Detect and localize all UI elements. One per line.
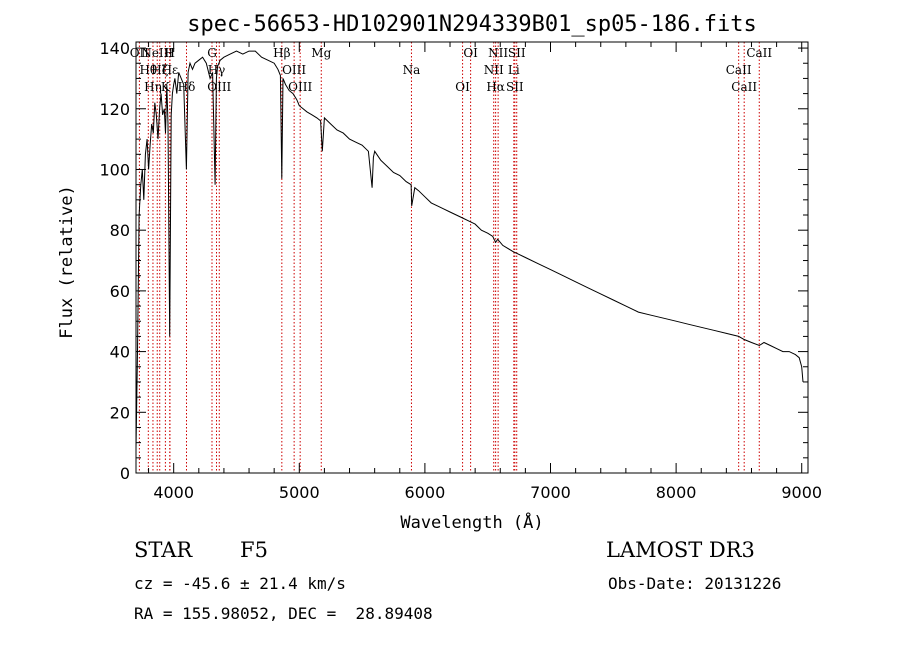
ra-dec-coordinates: RA = 155.98052, DEC = 28.89408 <box>134 604 433 623</box>
spectral-line-label: Hδ <box>178 80 196 94</box>
spectral-line-label: Mg <box>311 46 331 60</box>
spectral-line-label: H <box>165 46 175 60</box>
x-tick-label: 8000 <box>656 483 697 502</box>
y-tick-label: 60 <box>110 282 130 301</box>
spectral-line-label: Hβ <box>273 46 290 60</box>
spectral-line-label: Hη <box>144 80 162 94</box>
spectral-line-label: OIII <box>288 80 312 94</box>
spectral-line-label: Hα <box>486 80 505 94</box>
y-tick-label: 140 <box>99 39 130 58</box>
observation-date: Obs-Date: 20131226 <box>608 574 782 593</box>
y-tick-label: 120 <box>99 100 130 119</box>
y-tick-label: 0 <box>120 464 130 483</box>
chart-title: spec-56653-HD102901N294339B01_sp05-186.f… <box>187 12 757 37</box>
spectral-line-label: CaII <box>726 63 752 77</box>
x-tick-label: 5000 <box>279 483 320 502</box>
x-tick-label: 7000 <box>530 483 571 502</box>
x-tick-label: 6000 <box>405 483 446 502</box>
y-tick-label: 100 <box>99 160 130 179</box>
spectral-line-label: OIII <box>207 80 231 94</box>
spectral-line-label: NII <box>484 63 504 77</box>
y-axis-label: Flux (relative) <box>57 185 77 339</box>
y-tick-label: 40 <box>110 343 130 362</box>
axis-ticks: 4000 5000 6000 7000 8000 9000 0 20 40 60 80 100 120 1… <box>99 39 822 502</box>
spectral-line-label: G <box>207 46 217 60</box>
spectral-line-label: OI <box>463 46 478 60</box>
spectral-line-label: SII <box>508 46 526 60</box>
flux-series-line <box>135 50 804 449</box>
spectral-line-label: OIII <box>282 63 306 77</box>
spectral-line-label: NeIII <box>141 46 173 60</box>
x-tick-label: 9000 <box>781 483 822 502</box>
spectral-line-label: CaII <box>731 80 757 94</box>
spectrum-chart: OIIHθHηNeIIIHζKHHεHδGHγOIIIHβOIIIOIIIMgN… <box>57 12 822 533</box>
spectral-line-label: NII <box>488 46 508 60</box>
spectral-line-label: K <box>161 80 171 94</box>
spectral-line-label: CaII <box>746 46 772 60</box>
spectral-line-label: OI <box>455 80 470 94</box>
x-axis-label: Wavelength (Å) <box>400 511 543 533</box>
object-subclass: F5 <box>240 538 268 562</box>
object-class: STAR <box>134 538 193 562</box>
y-tick-label: 20 <box>110 403 130 422</box>
survey-name: LAMOST DR3 <box>606 538 755 562</box>
spectral-line-label: Hζ <box>151 63 168 77</box>
spectral-line-label: Hε <box>162 63 179 77</box>
spectral-line-label: OII <box>130 46 150 60</box>
plot-frame <box>135 41 809 474</box>
spectral-line-label: Na <box>403 63 421 77</box>
spectral-line-labels: OIIHθHηNeIIIHζKHHεHδGHγOIIIHβOIIIOIIIMgN… <box>130 46 773 94</box>
redshift-cz: cz = -45.6 ± 21.4 km/s <box>134 574 346 593</box>
spectral-lines-layer <box>138 42 760 473</box>
spectral-line-label: Hθ <box>139 63 157 77</box>
spectral-line-label: Li <box>508 63 520 77</box>
y-tick-label: 80 <box>110 221 130 240</box>
spectral-line-label: SII <box>506 80 524 94</box>
x-tick-label: 4000 <box>153 483 194 502</box>
